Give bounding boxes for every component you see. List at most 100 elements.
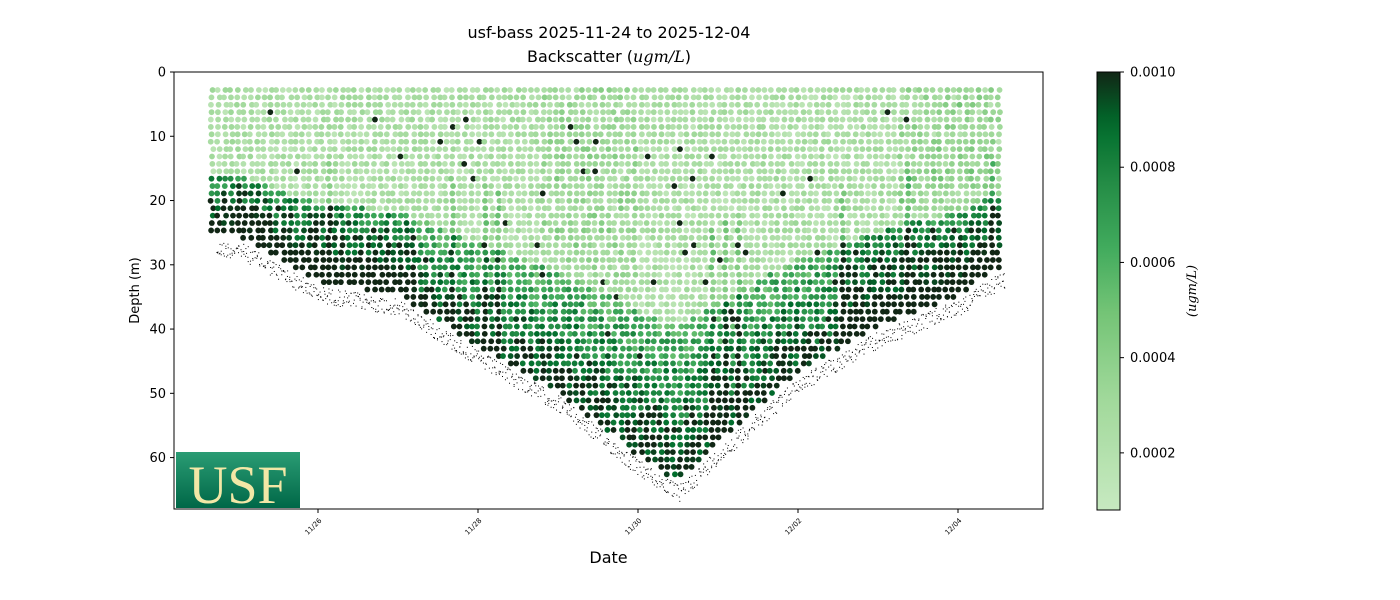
backscatter-point	[630, 434, 637, 441]
backscatter-point	[773, 286, 779, 293]
backscatter-point	[748, 109, 755, 116]
backscatter-point	[540, 212, 547, 219]
bottom-dot	[515, 373, 517, 375]
backscatter-point	[396, 279, 403, 286]
bottom-dot	[456, 351, 458, 353]
backscatter-point	[749, 87, 756, 93]
backscatter-point	[339, 205, 346, 212]
backscatter-point	[553, 153, 560, 160]
backscatter-point	[500, 345, 507, 352]
backscatter-point	[735, 168, 742, 175]
backscatter-point	[709, 434, 716, 441]
backscatter-point	[604, 271, 611, 278]
backscatter-point	[377, 87, 383, 93]
backscatter-point	[526, 101, 533, 108]
backscatter-point	[468, 183, 475, 189]
backscatter-point	[345, 257, 352, 263]
backscatter-point	[500, 338, 507, 345]
backscatter-point	[890, 175, 897, 182]
backscatter-point	[821, 190, 828, 197]
bottom-dot	[338, 289, 340, 291]
backscatter-point	[319, 234, 326, 241]
backscatter-point	[620, 109, 626, 116]
backscatter-point	[235, 220, 241, 226]
backscatter-point	[749, 338, 756, 345]
backscatter-point	[670, 234, 677, 241]
bottom-dot	[807, 375, 809, 377]
backscatter-point	[378, 212, 385, 219]
backscatter-point	[474, 308, 481, 315]
backscatter-point	[814, 87, 821, 93]
backscatter-point	[554, 279, 560, 286]
backscatter-point	[560, 242, 567, 249]
bottom-dot	[587, 422, 589, 424]
bottom-dot	[568, 404, 570, 406]
backscatter-point	[402, 131, 409, 138]
backscatter-point	[552, 220, 559, 226]
backscatter-point	[333, 183, 340, 189]
backscatter-point	[547, 124, 554, 130]
backscatter-point	[325, 94, 331, 101]
bottom-dot	[846, 360, 848, 362]
bottom-dot	[256, 257, 258, 259]
backscatter-point	[636, 234, 643, 241]
bottom-dot	[298, 279, 300, 281]
backscatter-point	[649, 234, 656, 241]
backscatter-point	[774, 271, 780, 278]
backscatter-point	[710, 301, 717, 308]
bottom-dot	[520, 379, 522, 381]
backscatter-point	[617, 294, 624, 300]
backscatter-point	[299, 146, 306, 153]
backscatter-point	[676, 87, 683, 93]
backscatter-point	[708, 242, 715, 249]
backscatter-point	[760, 160, 766, 167]
backscatter-point	[664, 234, 671, 241]
backscatter-point	[840, 249, 847, 256]
backscatter-point	[864, 227, 871, 234]
backscatter-point	[605, 308, 612, 315]
backscatter-point	[292, 197, 299, 204]
bottom-dot	[541, 386, 543, 388]
bottom-dot	[830, 364, 832, 366]
backscatter-point	[350, 87, 357, 93]
bottom-dot	[433, 337, 435, 339]
backscatter-point	[227, 153, 234, 160]
backscatter-point	[527, 160, 534, 167]
backscatter-point	[651, 94, 658, 101]
backscatter-point	[403, 205, 410, 212]
backscatter-point	[892, 138, 899, 145]
backscatter-point	[678, 412, 685, 419]
backscatter-point	[565, 116, 572, 123]
backscatter-point	[754, 375, 760, 382]
backscatter-point	[449, 220, 456, 226]
bottom-dot	[969, 294, 971, 296]
backscatter-point	[780, 367, 787, 374]
backscatter-point	[417, 160, 424, 167]
bottom-dot	[227, 247, 229, 249]
backscatter-point	[599, 138, 606, 145]
backscatter-point	[236, 212, 242, 219]
backscatter-point	[221, 124, 228, 130]
bottom-dot	[788, 393, 790, 395]
backscatter-point	[376, 168, 383, 175]
backscatter-point	[500, 294, 507, 300]
bottom-dot	[813, 384, 815, 386]
chart-subtitle: Backscatter (ugm/L)	[526, 47, 692, 66]
backscatter-point	[545, 242, 552, 249]
backscatter-point	[801, 168, 808, 175]
bottom-dot	[390, 307, 392, 309]
backscatter-point	[792, 109, 799, 116]
backscatter-point	[729, 323, 736, 330]
backscatter-point	[429, 175, 436, 182]
bottom-dot	[724, 452, 726, 454]
backscatter-point	[795, 301, 802, 308]
backscatter-point	[365, 87, 372, 93]
backscatter-point	[598, 412, 605, 419]
backscatter-point	[457, 183, 464, 189]
backscatter-point	[814, 271, 821, 278]
backscatter-point	[287, 168, 294, 175]
bottom-dot	[357, 296, 359, 298]
backscatter-point	[807, 279, 813, 286]
bottom-dot	[740, 439, 742, 441]
bottom-dot	[426, 331, 428, 333]
